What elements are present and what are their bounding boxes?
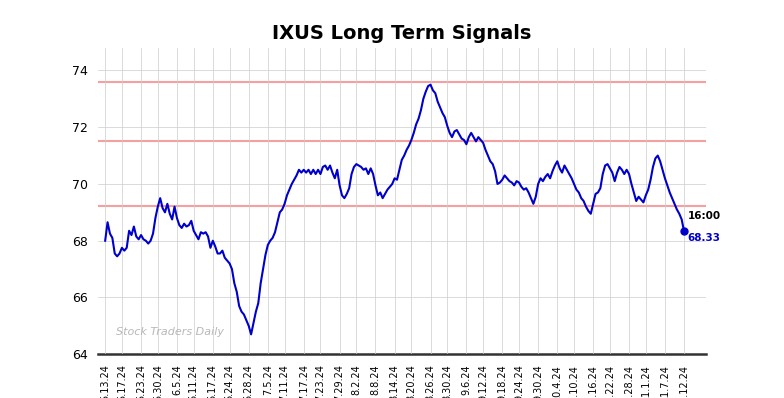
Text: 16:00: 16:00 — [688, 211, 720, 221]
Title: IXUS Long Term Signals: IXUS Long Term Signals — [272, 24, 532, 43]
Text: 68.33: 68.33 — [688, 233, 720, 243]
Text: Stock Traders Daily: Stock Traders Daily — [116, 328, 224, 338]
